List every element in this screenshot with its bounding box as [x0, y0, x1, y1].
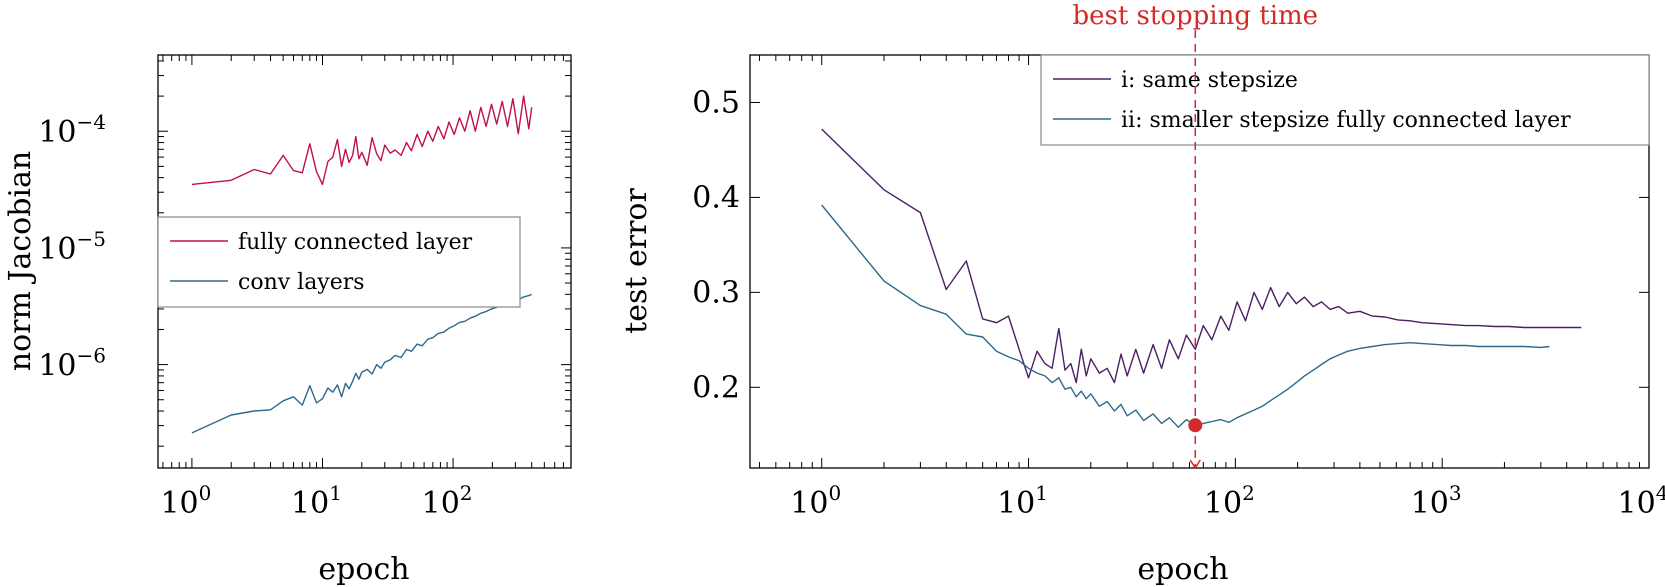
- best-stopping-marker: [1188, 418, 1203, 433]
- right-x-tick-label: 104: [1618, 481, 1665, 521]
- left-series-line-1: [191, 293, 532, 434]
- right-chart: 100 101 102 103 104 0.2 0.3 0.4 0.5 epoch test e…: [619, 1, 1665, 587]
- left-y-tick-label: 10−4: [38, 110, 106, 150]
- left-series-line-0: [191, 95, 533, 186]
- left-x-axis-label: epoch: [318, 552, 409, 587]
- right-y-tick-label: 0.3: [692, 275, 740, 310]
- right-series-line-0: [821, 128, 1582, 384]
- left-x-tick-label: 101: [291, 481, 342, 521]
- left-y-tick-label: 10−5: [38, 227, 106, 267]
- right-x-tick-label: 100: [790, 481, 841, 521]
- right-x-tick-label: 102: [1204, 481, 1255, 521]
- left-y-tick-label: 10−6: [38, 344, 106, 384]
- right-legend-box: [1040, 54, 1650, 146]
- left-plot-area: 100 101 102 10−6 10−5 10−4: [38, 54, 572, 521]
- left-legend-box: [157, 216, 521, 308]
- legend-label-fully-connected: fully connected layer: [238, 230, 473, 255]
- right-legend: i: same stepsize ii: smaller stepsize fu…: [1040, 54, 1650, 146]
- right-axis-ticks: 100 101 102 103 104 0.2 0.3 0.4 0.5: [692, 55, 1665, 521]
- right-x-axis-label: epoch: [1137, 552, 1228, 587]
- left-x-tick-label: 102: [422, 481, 473, 521]
- legend-label-smaller-stepsize: ii: smaller stepsize fully connected lay…: [1121, 108, 1571, 133]
- best-stopping-label: best stopping time: [1072, 1, 1318, 31]
- right-y-tick-label: 0.5: [692, 85, 740, 120]
- right-y-tick-label: 0.2: [692, 370, 740, 405]
- right-y-tick-label: 0.4: [692, 180, 740, 215]
- left-axis-ticks: 100 101 102 10−6 10−5 10−4: [38, 55, 572, 521]
- right-x-tick-label: 103: [1411, 481, 1462, 521]
- legend-label-conv-layers: conv layers: [238, 270, 365, 295]
- right-series-line-1: [821, 204, 1550, 428]
- left-series-lines: [191, 95, 533, 434]
- left-x-tick-label: 100: [160, 481, 211, 521]
- best-stopping-arrowhead: [1189, 459, 1201, 470]
- legend-label-same-stepsize: i: same stepsize: [1121, 68, 1298, 93]
- best-stopping-annotation: best stopping time: [1072, 1, 1318, 470]
- right-series-lines: [821, 128, 1582, 428]
- left-chart: 100 101 102 10−6 10−5 10−4 epoch norm Jacobia…: [3, 54, 572, 587]
- left-y-axis-label: norm Jacobian: [3, 151, 38, 372]
- right-x-tick-label: 101: [997, 481, 1048, 521]
- right-y-axis-label: test error: [619, 188, 654, 334]
- left-legend: fully connected layer conv layers: [157, 216, 521, 308]
